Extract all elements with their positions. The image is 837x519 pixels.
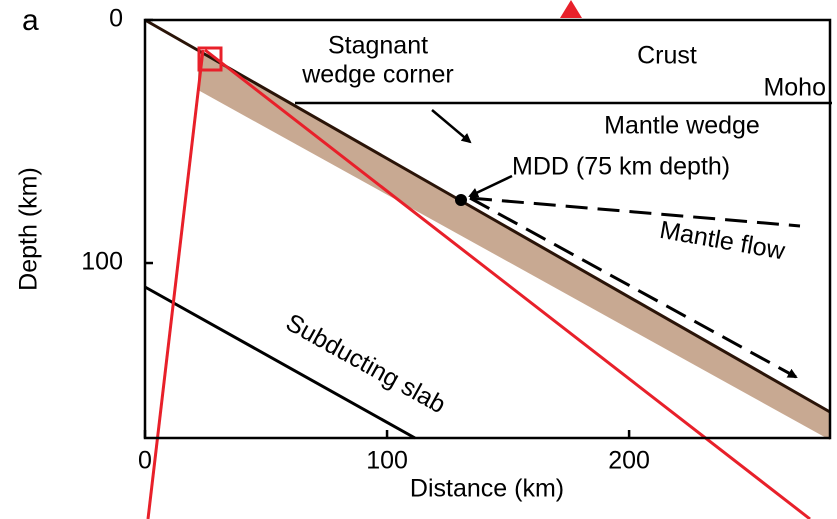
x-axis-label: Distance (km) <box>410 475 564 503</box>
y-tick-label: 100 <box>81 248 123 276</box>
mdd-point <box>455 194 467 206</box>
flow-line <box>470 198 796 377</box>
y-tick-label: 0 <box>109 5 123 33</box>
annotation: Stagnant <box>328 32 428 60</box>
x-tick-label: 200 <box>608 447 650 475</box>
annotation: Crust <box>637 42 697 70</box>
y-axis-label: Depth (km) <box>15 167 43 291</box>
annotation: wedge corner <box>301 61 453 89</box>
slab-top <box>145 20 830 412</box>
mdd-arrow <box>470 176 512 196</box>
x-tick-label: 100 <box>366 447 408 475</box>
annotation: Mantle wedge <box>604 112 760 140</box>
annotation: Moho <box>763 74 826 102</box>
annotation: MDD (75 km depth) <box>512 153 730 181</box>
annotation: Subducting slab <box>281 308 450 419</box>
flow-line <box>470 198 800 226</box>
red-line <box>148 50 203 519</box>
wedge-arrow <box>432 110 470 142</box>
x-tick-label: 0 <box>138 447 152 475</box>
figure: a Distance (km) Depth (km) Stagnant wedg… <box>0 0 837 519</box>
panel-label: a <box>22 4 39 37</box>
volcano-marker <box>560 0 582 18</box>
